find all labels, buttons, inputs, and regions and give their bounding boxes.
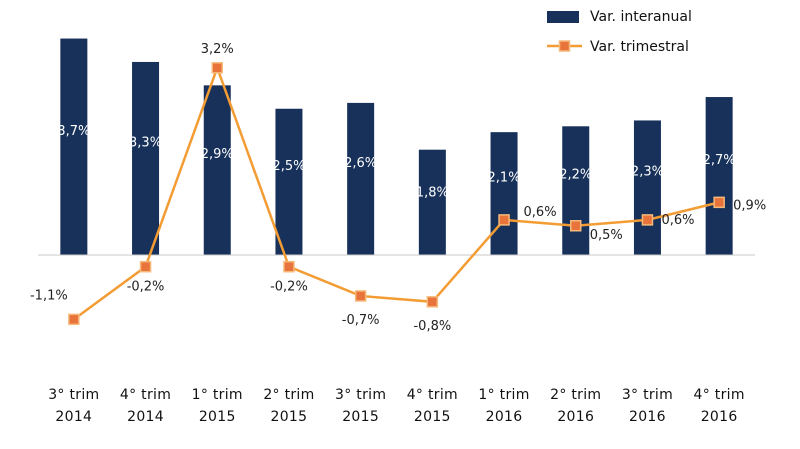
line-marker-2 [211,62,223,74]
bar-8 [633,120,661,255]
line-marker-7 [570,220,582,232]
x-axis-tick-labels: 3° trim 2014 4° trim 2014 1° trim 2015 2° trim… [48,387,745,425]
bar-9 [705,97,733,255]
x-tick-label-2-1: 2015 [199,409,236,425]
line-label-3: -0,2% [270,280,308,295]
x-tick-label-8-1: 2016 [629,409,666,425]
bar-label-4: 2,6% [344,156,377,171]
x-tick-label-7-1: 2016 [557,409,594,425]
line-marker-3 [283,260,295,273]
line-label-4: -0,7% [342,313,380,328]
x-tick-label-3-0: 2° trim [263,387,314,403]
line-label-2: 3,2% [201,42,234,57]
x-tick-label-8-0: 3° trim [622,387,673,403]
line-marker-4 [354,290,367,302]
x-tick-label-5-0: 4° trim [407,387,458,403]
x-tick-label-6-1: 2016 [486,409,523,425]
line-marker-1 [139,260,152,273]
line-label-5: -0,8% [413,319,451,334]
line-data-labels: -1,1% -0,2% 3,2% -0,2% -0,7% -0,8% 0,6% 0,5% 0,6… [30,42,766,334]
line-label-8: 0,6% [661,213,694,228]
legend-swatch-var-interanual [547,11,579,23]
bar-label-3: 2,5% [272,159,305,174]
legend-label-var-trimestral: Var. trimestral [590,39,689,55]
bar-1 [132,61,160,256]
legend: Var. interanual Var. trimestral [547,9,692,55]
x-tick-label-9-1: 2016 [701,409,738,425]
line-marker-8 [641,214,654,226]
line-path-var-trimestral [73,64,720,321]
x-tick-label-4-1: 2015 [342,409,379,425]
x-tick-label-0-1: 2014 [55,409,92,425]
line-series-var-trimestral [68,62,725,326]
line-label-6: 0,6% [524,205,557,220]
bar-label-0: 3,7% [57,124,90,139]
bar-7 [562,126,590,255]
line-marker-0 [68,313,80,326]
line-label-7: 0,5% [590,228,623,243]
bar-3 [275,108,303,255]
bar-4 [347,102,375,256]
x-tick-label-6-0: 1° trim [478,387,529,403]
line-marker-9 [713,196,725,209]
x-tick-label-3-1: 2015 [271,409,308,425]
bar-series-var-interanual [60,38,733,256]
legend-marker-var-trimestral [558,40,571,52]
bar-label-1: 3,3% [129,135,162,150]
x-tick-label-9-0: 4° trim [694,387,745,403]
x-tick-label-4-0: 3° trim [335,387,386,403]
x-tick-label-2-0: 1° trim [192,387,243,403]
line-marker-5 [426,296,439,308]
x-tick-label-1-0: 4° trim [120,387,171,403]
x-tick-label-1-1: 2014 [127,409,164,425]
bar-0 [60,38,88,255]
bar-label-7: 2,2% [559,168,592,183]
x-tick-label-7-0: 2° trim [550,387,601,403]
x-tick-label-0-0: 3° trim [48,387,99,403]
line-label-1: -0,2% [127,280,165,295]
bar-label-5: 1,8% [416,185,449,200]
line-marker-6 [498,214,510,226]
bar-label-6: 2,1% [488,171,521,186]
bar-label-9: 2,7% [703,153,736,168]
x-tick-label-5-1: 2015 [414,409,451,425]
bar-6 [490,132,518,255]
bar-label-2: 2,9% [201,147,234,162]
bar-2 [203,85,231,255]
bar-label-8: 2,3% [631,165,664,180]
bar-data-labels: 3,7% 3,3% 2,9% 2,5% 2,6% 1,8% 2,1% 2,2% 2,3% 2,7% [57,124,735,201]
line-label-0: -1,1% [30,288,68,303]
bar-5 [418,149,446,255]
line-label-9: 0,9% [733,198,766,213]
legend-label-var-interanual: Var. interanual [590,9,692,25]
